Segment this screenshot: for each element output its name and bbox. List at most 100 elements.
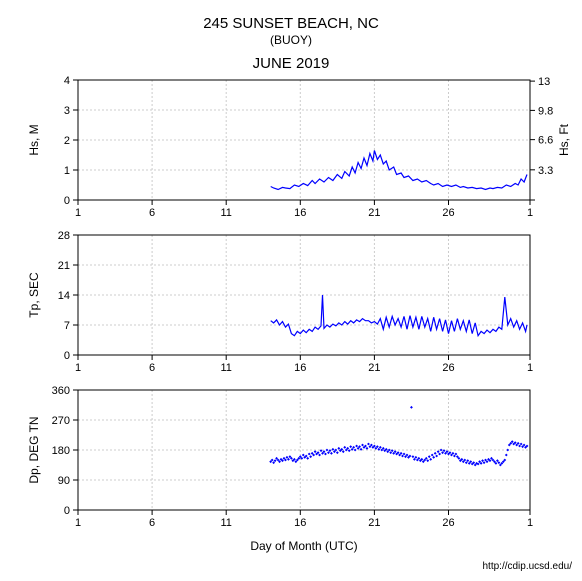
title-month: JUNE 2019 — [253, 55, 330, 72]
ytick-label-right: 6.6 — [538, 135, 553, 147]
data-point — [342, 450, 345, 453]
data-point — [302, 454, 305, 457]
ytick-label: 0 — [64, 350, 70, 362]
data-point — [272, 461, 275, 464]
data-point — [413, 458, 416, 461]
xtick-label: 26 — [442, 362, 454, 374]
data-point — [337, 447, 340, 450]
xlabel: Day of Month (UTC) — [250, 539, 357, 553]
xtick-label: 1 — [75, 207, 81, 219]
data-point — [274, 459, 277, 462]
xtick-label: 1 — [527, 362, 533, 374]
data-point — [401, 455, 404, 458]
ytick-label: 270 — [52, 415, 70, 427]
data-point — [432, 456, 435, 459]
xtick-label: 11 — [220, 362, 231, 374]
data-point — [354, 449, 357, 452]
chart-svg: 245 SUNSET BEACH, NC(BUOY)JUNE 201901234… — [0, 0, 582, 581]
chart-container: { "title_main": "245 SUNSET BEACH, NC", … — [0, 0, 582, 581]
xtick-label: 21 — [368, 362, 380, 374]
data-point — [483, 461, 486, 464]
data-point — [438, 453, 441, 456]
xtick-label: 21 — [368, 207, 380, 219]
xtick-label: 11 — [220, 207, 231, 219]
ytick-label: 1 — [64, 165, 70, 177]
xtick-label: 16 — [294, 362, 306, 374]
title-sub: (BUOY) — [270, 33, 312, 47]
data-point — [428, 455, 431, 458]
ytick-label: 21 — [58, 260, 70, 272]
data-point — [497, 461, 500, 464]
ytick-label-right: 13 — [538, 76, 550, 88]
xtick-label: 16 — [294, 517, 306, 529]
ytick-label-right: 3.3 — [538, 165, 553, 177]
data-point — [309, 455, 312, 458]
xtick-label: 6 — [149, 362, 155, 374]
ytick-label: 0 — [64, 195, 70, 207]
xtick-label: 26 — [442, 517, 454, 529]
ylabel-left: Dp, DEG TN — [27, 416, 41, 483]
data-point — [330, 452, 333, 455]
data-point — [327, 451, 330, 454]
ytick-label: 2 — [64, 135, 70, 147]
data-point — [437, 450, 440, 453]
xtick-label: 6 — [149, 207, 155, 219]
data-point — [412, 455, 415, 458]
data-point — [308, 453, 311, 456]
ytick-label: 90 — [58, 475, 70, 487]
ytick-label: 360 — [52, 385, 70, 397]
data-point — [435, 455, 438, 458]
data-point — [403, 453, 406, 456]
ytick-label: 0 — [64, 505, 70, 517]
xtick-label: 21 — [368, 517, 380, 529]
data-point — [336, 451, 339, 454]
xtick-label: 11 — [220, 517, 231, 529]
data-point — [361, 444, 364, 447]
data-point — [466, 459, 469, 462]
data-point — [434, 452, 437, 455]
data-point — [414, 456, 417, 459]
xtick-label: 16 — [294, 207, 306, 219]
data-point — [314, 450, 317, 453]
ytick-label: 7 — [64, 320, 70, 332]
data-point — [481, 459, 484, 462]
xtick-label: 1 — [75, 362, 81, 374]
data-point — [324, 453, 327, 456]
ylabel-right: Hs, Ft — [557, 123, 571, 156]
data-point — [440, 449, 443, 452]
data-point — [410, 406, 413, 409]
data-point — [367, 443, 370, 446]
data-point — [431, 454, 434, 457]
data-point — [379, 446, 382, 449]
data-point — [453, 455, 456, 458]
data-point — [520, 443, 523, 446]
data-point — [465, 461, 468, 464]
data-point — [343, 446, 346, 449]
data-point — [506, 449, 509, 452]
ytick-label: 14 — [58, 290, 70, 302]
xtick-label: 1 — [527, 517, 533, 529]
data-point — [352, 446, 355, 449]
data-point — [429, 458, 432, 461]
data-point — [389, 451, 392, 454]
data-point — [355, 445, 358, 448]
xtick-label: 6 — [149, 517, 155, 529]
data-point — [326, 449, 329, 452]
ytick-label: 28 — [58, 230, 70, 242]
data-point — [518, 445, 521, 448]
data-point — [454, 453, 457, 456]
xtick-label: 1 — [527, 207, 533, 219]
xtick-label: 1 — [75, 517, 81, 529]
xtick-label: 26 — [442, 207, 454, 219]
ylabel-left: Tp, SEC — [27, 272, 41, 318]
data-point — [496, 459, 499, 462]
data-point — [318, 454, 321, 457]
ytick-label-right: 9.8 — [538, 105, 553, 117]
data-point — [441, 451, 444, 454]
data-point — [366, 447, 369, 450]
data-point — [349, 445, 352, 448]
ytick-label: 180 — [52, 445, 70, 457]
data-line — [271, 295, 527, 336]
ytick-label: 3 — [64, 105, 70, 117]
footer-url: http://cdip.ucsd.edu/ — [482, 561, 572, 572]
